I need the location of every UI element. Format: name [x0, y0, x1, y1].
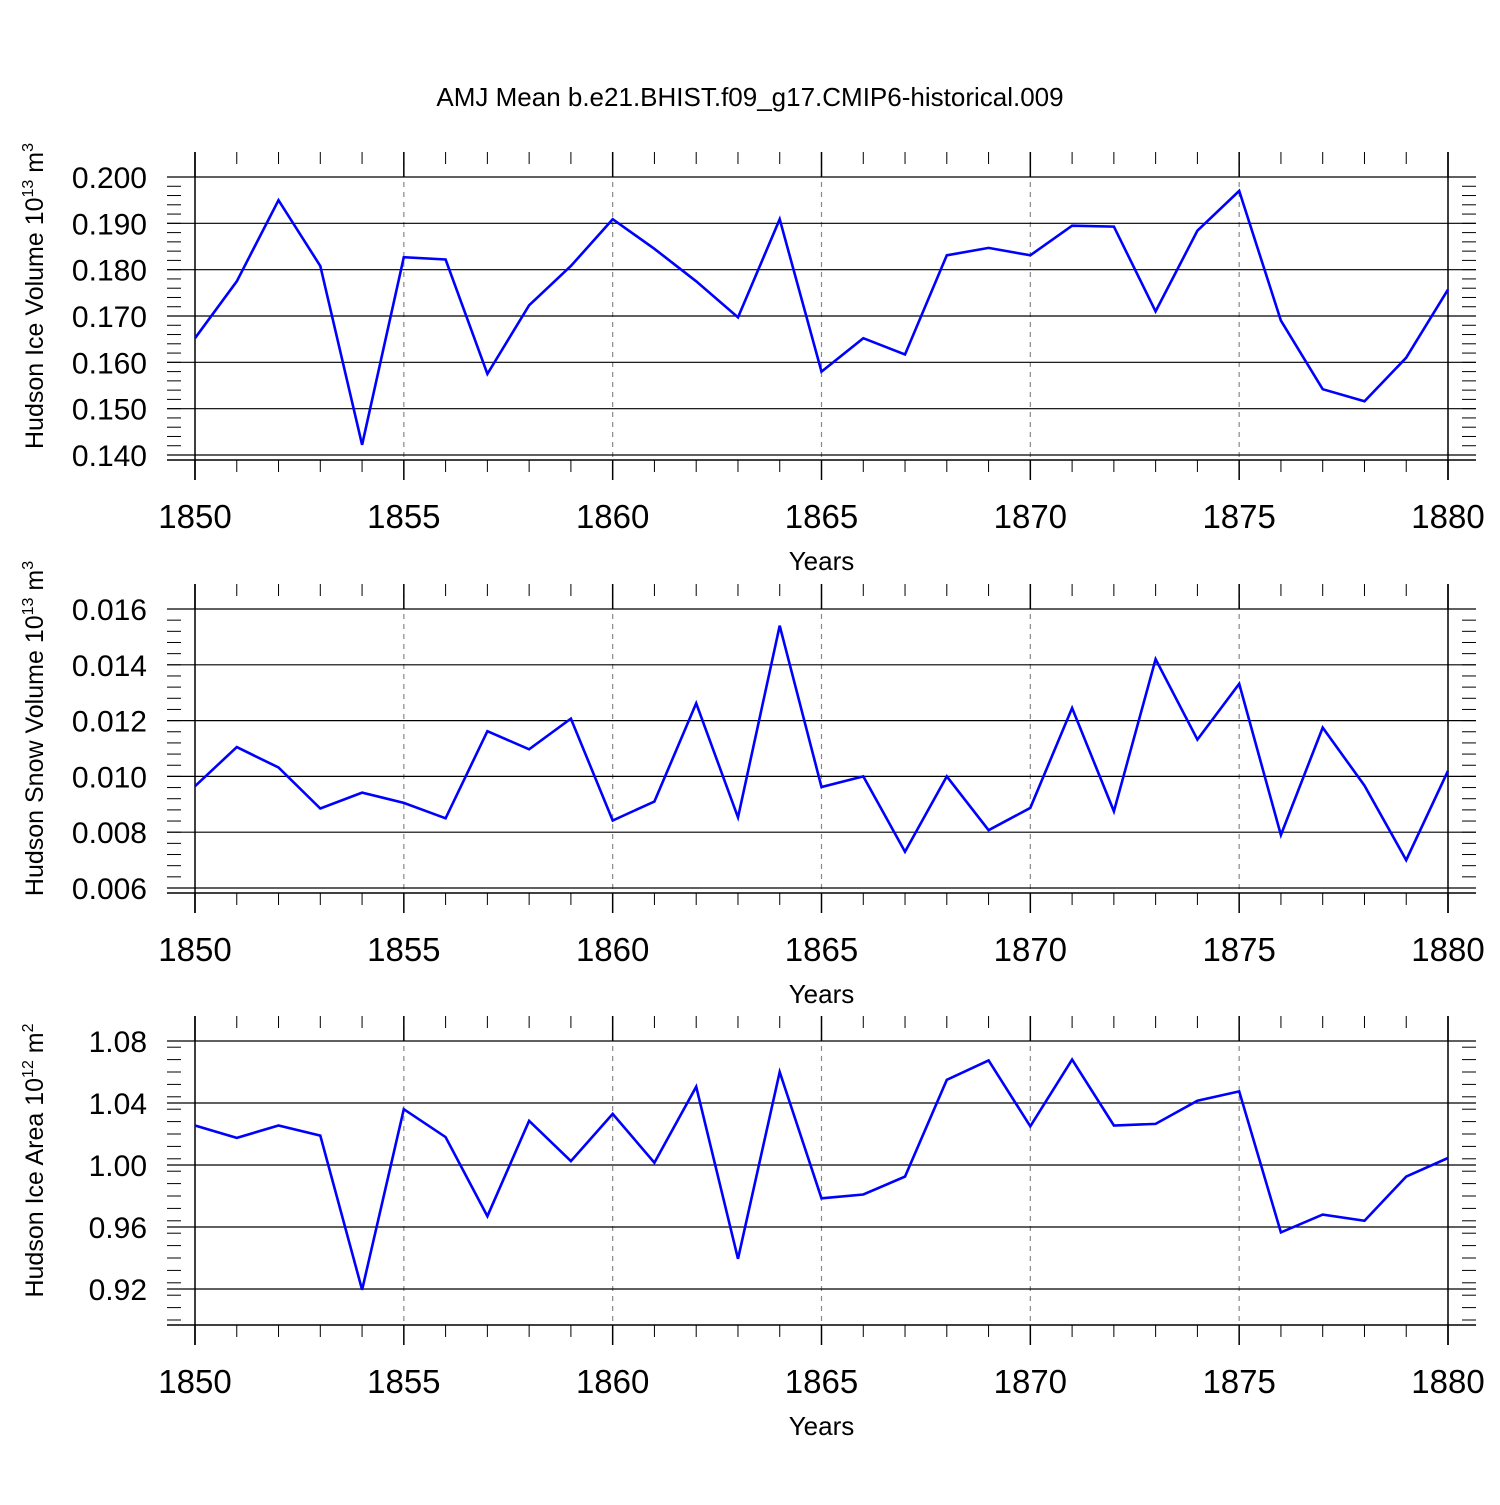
ytick-label: 0.160 — [72, 347, 147, 380]
ytick-label: 0.190 — [72, 208, 147, 241]
ytick-label: 0.014 — [72, 650, 147, 683]
y-axis-label-exponent: 2 — [20, 1023, 37, 1032]
x-axis-label: Years — [789, 1411, 855, 1441]
y-axis-label-text: m — [21, 1032, 49, 1060]
series-line-hudson-ice-area — [195, 1060, 1448, 1290]
x-axis-label: Years — [789, 979, 855, 1009]
y-axis-label-text: m — [21, 152, 49, 180]
xtick-label: 1855 — [367, 931, 440, 968]
xtick-label: 1875 — [1202, 1363, 1275, 1400]
ytick-label: 0.170 — [72, 301, 147, 334]
ytick-label: 0.150 — [72, 394, 147, 427]
panel-3: 0.92 0.96 1.00 1.04 1.08 1850 1855 1860 1865 1870… — [20, 1016, 1485, 1441]
panel-1: 0.140 0.150 0.160 0.170 0.180 0.190 0.200 1850 1… — [20, 143, 1485, 576]
ytick-label: 0.010 — [72, 761, 147, 794]
xtick-label: 1850 — [158, 1363, 231, 1400]
y-axis-label-exponent: 13 — [20, 597, 37, 615]
xtick-label: 1880 — [1411, 931, 1484, 968]
xtick-label: 1850 — [158, 498, 231, 535]
chart-title: AMJ Mean b.e21.BHIST.f09_g17.CMIP6-histo… — [436, 82, 1063, 112]
y-axis-label-text: m — [21, 570, 49, 598]
ytick-label: 0.200 — [72, 162, 147, 195]
xtick-label: 1875 — [1202, 498, 1275, 535]
y-axis-label-exponent: 3 — [20, 143, 37, 152]
ytick-label: 0.140 — [72, 440, 147, 473]
xtick-label: 1860 — [576, 1363, 649, 1400]
y-axis-label-text: Hudson Ice Area 10 — [21, 1078, 49, 1298]
ytick-label: 0.008 — [72, 817, 147, 850]
xtick-label: 1870 — [994, 498, 1067, 535]
y-axis-label-text: Hudson Snow Volume 10 — [21, 615, 49, 896]
ytick-label: 0.92 — [89, 1274, 147, 1307]
xtick-label: 1855 — [367, 498, 440, 535]
xtick-label: 1860 — [576, 498, 649, 535]
xtick-label: 1850 — [158, 931, 231, 968]
y-axis-label-exponent: 3 — [20, 561, 37, 570]
y-axis-label-text: Hudson Ice Volume 10 — [21, 197, 49, 449]
ytick-label: 0.96 — [89, 1212, 147, 1245]
xtick-label: 1855 — [367, 1363, 440, 1400]
x-axis-label: Years — [789, 546, 855, 576]
xtick-label: 1865 — [785, 931, 858, 968]
xtick-label: 1865 — [785, 498, 858, 535]
y-axis-label-exponent: 12 — [20, 1060, 37, 1078]
ytick-label: 1.08 — [89, 1026, 147, 1059]
y-axis-label: Hudson Snow Volume 1013 m3 — [20, 561, 49, 896]
ytick-label: 0.016 — [72, 594, 147, 627]
xtick-label: 1860 — [576, 931, 649, 968]
xtick-label: 1870 — [994, 1363, 1067, 1400]
ytick-label: 0.006 — [72, 873, 147, 906]
xtick-label: 1880 — [1411, 1363, 1484, 1400]
xtick-label: 1880 — [1411, 498, 1484, 535]
panel-2: 0.006 0.008 0.010 0.012 0.014 0.016 1850 1855 18… — [20, 561, 1485, 1009]
ytick-label: 0.180 — [72, 255, 147, 288]
ytick-label: 1.04 — [89, 1088, 147, 1121]
ytick-label: 1.00 — [89, 1150, 147, 1183]
xtick-label: 1865 — [785, 1363, 858, 1400]
ytick-label: 0.012 — [72, 706, 147, 739]
y-axis-label: Hudson Ice Area 1012 m2 — [20, 1023, 49, 1297]
xtick-label: 1870 — [994, 931, 1067, 968]
xtick-label: 1875 — [1202, 931, 1275, 968]
y-axis-label: Hudson Ice Volume 1013 m3 — [20, 143, 49, 449]
y-axis-label-exponent: 13 — [20, 180, 37, 198]
